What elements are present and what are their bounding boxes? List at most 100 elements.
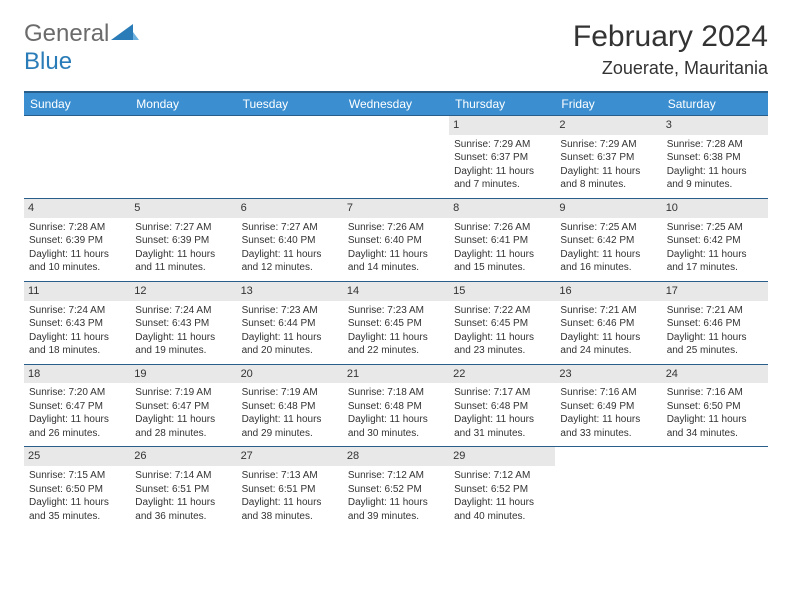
sunset-text: Sunset: 6:47 PM — [29, 400, 125, 414]
sunset-text: Sunset: 6:51 PM — [135, 483, 231, 497]
calendar-week-row: 18Sunrise: 7:20 AMSunset: 6:47 PMDayligh… — [24, 364, 768, 447]
sunrise-text: Sunrise: 7:12 AM — [454, 469, 550, 483]
daylight-text: Daylight: 11 hours and 10 minutes. — [29, 248, 125, 275]
calendar-cell: 10Sunrise: 7:25 AMSunset: 6:42 PMDayligh… — [662, 198, 768, 281]
calendar-week-row: 4Sunrise: 7:28 AMSunset: 6:39 PMDaylight… — [24, 198, 768, 281]
sunset-text: Sunset: 6:50 PM — [667, 400, 763, 414]
day-number: 12 — [130, 282, 236, 301]
sunrise-text: Sunrise: 7:25 AM — [560, 221, 656, 235]
calendar-cell: 25Sunrise: 7:15 AMSunset: 6:50 PMDayligh… — [24, 447, 130, 529]
day-number: 1 — [449, 116, 555, 135]
calendar-cell: 24Sunrise: 7:16 AMSunset: 6:50 PMDayligh… — [662, 364, 768, 447]
logo-general: General — [24, 20, 109, 47]
sunrise-text: Sunrise: 7:24 AM — [135, 304, 231, 318]
sunrise-text: Sunrise: 7:29 AM — [454, 138, 550, 152]
weekday-header: Tuesday — [237, 92, 343, 116]
sunrise-text: Sunrise: 7:19 AM — [242, 386, 338, 400]
calendar-cell: 14Sunrise: 7:23 AMSunset: 6:45 PMDayligh… — [343, 281, 449, 364]
calendar-cell: 8Sunrise: 7:26 AMSunset: 6:41 PMDaylight… — [449, 198, 555, 281]
daylight-text: Daylight: 11 hours and 12 minutes. — [242, 248, 338, 275]
calendar-cell: 11Sunrise: 7:24 AMSunset: 6:43 PMDayligh… — [24, 281, 130, 364]
calendar-cell: 15Sunrise: 7:22 AMSunset: 6:45 PMDayligh… — [449, 281, 555, 364]
empty-day — [24, 116, 130, 133]
sunset-text: Sunset: 6:52 PM — [348, 483, 444, 497]
sunrise-text: Sunrise: 7:28 AM — [29, 221, 125, 235]
sunset-text: Sunset: 6:40 PM — [348, 234, 444, 248]
weekday-header: Saturday — [662, 92, 768, 116]
sunrise-text: Sunrise: 7:16 AM — [560, 386, 656, 400]
daylight-text: Daylight: 11 hours and 28 minutes. — [135, 413, 231, 440]
day-number: 28 — [343, 447, 449, 466]
title-block: February 2024 Zouerate, Mauritania — [573, 20, 768, 79]
calendar-cell: 16Sunrise: 7:21 AMSunset: 6:46 PMDayligh… — [555, 281, 661, 364]
calendar-cell: 22Sunrise: 7:17 AMSunset: 6:48 PMDayligh… — [449, 364, 555, 447]
weekday-header: Sunday — [24, 92, 130, 116]
calendar-cell — [555, 447, 661, 529]
daylight-text: Daylight: 11 hours and 11 minutes. — [135, 248, 231, 275]
sunrise-text: Sunrise: 7:26 AM — [348, 221, 444, 235]
sunrise-text: Sunrise: 7:15 AM — [29, 469, 125, 483]
daylight-text: Daylight: 11 hours and 24 minutes. — [560, 331, 656, 358]
calendar-cell — [130, 116, 236, 199]
sunrise-text: Sunrise: 7:20 AM — [29, 386, 125, 400]
calendar-head: SundayMondayTuesdayWednesdayThursdayFrid… — [24, 92, 768, 116]
weekday-row: SundayMondayTuesdayWednesdayThursdayFrid… — [24, 92, 768, 116]
daylight-text: Daylight: 11 hours and 34 minutes. — [667, 413, 763, 440]
calendar-cell: 9Sunrise: 7:25 AMSunset: 6:42 PMDaylight… — [555, 198, 661, 281]
day-number: 21 — [343, 365, 449, 384]
sunset-text: Sunset: 6:45 PM — [454, 317, 550, 331]
day-number: 5 — [130, 199, 236, 218]
day-number: 6 — [237, 199, 343, 218]
calendar-cell: 6Sunrise: 7:27 AMSunset: 6:40 PMDaylight… — [237, 198, 343, 281]
daylight-text: Daylight: 11 hours and 18 minutes. — [29, 331, 125, 358]
location: Zouerate, Mauritania — [573, 58, 768, 79]
sunset-text: Sunset: 6:40 PM — [242, 234, 338, 248]
day-number: 16 — [555, 282, 661, 301]
logo: General Blue — [24, 20, 139, 76]
day-number: 25 — [24, 447, 130, 466]
day-number: 24 — [662, 365, 768, 384]
logo-text: General Blue — [24, 20, 109, 76]
calendar-cell: 17Sunrise: 7:21 AMSunset: 6:46 PMDayligh… — [662, 281, 768, 364]
calendar-cell — [24, 116, 130, 199]
daylight-text: Daylight: 11 hours and 9 minutes. — [667, 165, 763, 192]
sunset-text: Sunset: 6:39 PM — [135, 234, 231, 248]
sunset-text: Sunset: 6:52 PM — [454, 483, 550, 497]
calendar-cell: 28Sunrise: 7:12 AMSunset: 6:52 PMDayligh… — [343, 447, 449, 529]
sunset-text: Sunset: 6:48 PM — [242, 400, 338, 414]
sunset-text: Sunset: 6:46 PM — [560, 317, 656, 331]
sunset-text: Sunset: 6:39 PM — [29, 234, 125, 248]
day-number: 23 — [555, 365, 661, 384]
day-number: 18 — [24, 365, 130, 384]
sunrise-text: Sunrise: 7:23 AM — [348, 304, 444, 318]
calendar-cell: 1Sunrise: 7:29 AMSunset: 6:37 PMDaylight… — [449, 116, 555, 199]
daylight-text: Daylight: 11 hours and 19 minutes. — [135, 331, 231, 358]
weekday-header: Monday — [130, 92, 236, 116]
sunrise-text: Sunrise: 7:17 AM — [454, 386, 550, 400]
calendar-cell: 21Sunrise: 7:18 AMSunset: 6:48 PMDayligh… — [343, 364, 449, 447]
daylight-text: Daylight: 11 hours and 29 minutes. — [242, 413, 338, 440]
weekday-header: Wednesday — [343, 92, 449, 116]
sunrise-text: Sunrise: 7:23 AM — [242, 304, 338, 318]
sunset-text: Sunset: 6:47 PM — [135, 400, 231, 414]
daylight-text: Daylight: 11 hours and 31 minutes. — [454, 413, 550, 440]
sunset-text: Sunset: 6:49 PM — [560, 400, 656, 414]
weekday-header: Friday — [555, 92, 661, 116]
calendar-cell: 29Sunrise: 7:12 AMSunset: 6:52 PMDayligh… — [449, 447, 555, 529]
empty-day — [343, 116, 449, 133]
day-number: 19 — [130, 365, 236, 384]
sunrise-text: Sunrise: 7:13 AM — [242, 469, 338, 483]
sunrise-text: Sunrise: 7:26 AM — [454, 221, 550, 235]
sunset-text: Sunset: 6:44 PM — [242, 317, 338, 331]
day-number: 27 — [237, 447, 343, 466]
calendar-cell: 12Sunrise: 7:24 AMSunset: 6:43 PMDayligh… — [130, 281, 236, 364]
sunrise-text: Sunrise: 7:14 AM — [135, 469, 231, 483]
calendar-week-row: 1Sunrise: 7:29 AMSunset: 6:37 PMDaylight… — [24, 116, 768, 199]
calendar-cell — [237, 116, 343, 199]
calendar-cell: 18Sunrise: 7:20 AMSunset: 6:47 PMDayligh… — [24, 364, 130, 447]
sunrise-text: Sunrise: 7:21 AM — [667, 304, 763, 318]
day-number: 14 — [343, 282, 449, 301]
daylight-text: Daylight: 11 hours and 38 minutes. — [242, 496, 338, 523]
daylight-text: Daylight: 11 hours and 14 minutes. — [348, 248, 444, 275]
calendar-cell — [343, 116, 449, 199]
